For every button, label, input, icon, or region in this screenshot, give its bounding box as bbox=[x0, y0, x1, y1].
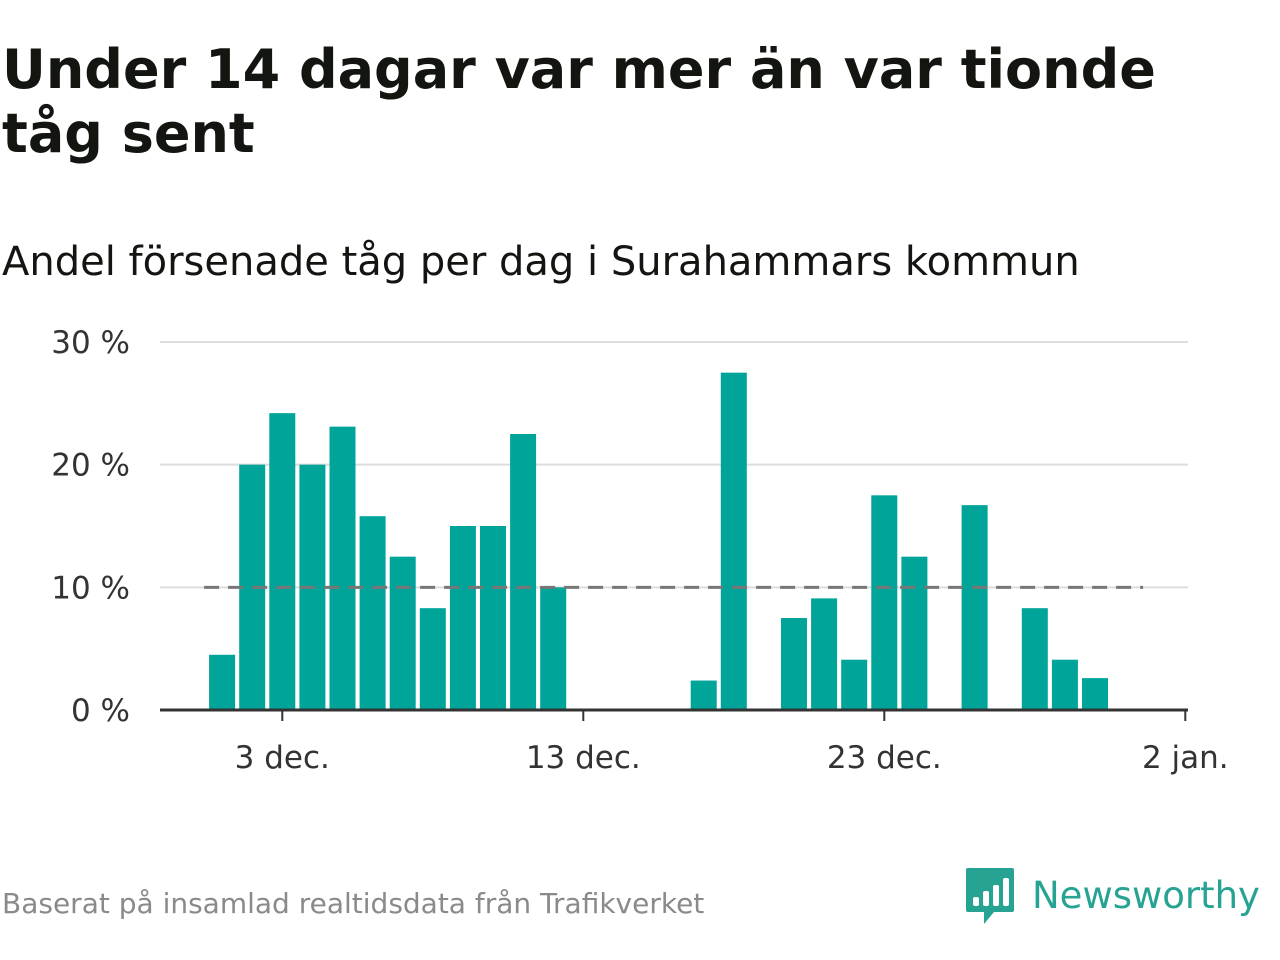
chart-subtitle: Andel försenade tåg per dag i Surahammar… bbox=[2, 239, 1080, 285]
x-tick-label: 3 dec. bbox=[235, 740, 330, 776]
bar bbox=[389, 556, 416, 710]
chart-title: Under 14 dagar var mer än var tionde tåg… bbox=[2, 38, 1156, 165]
bar bbox=[841, 659, 868, 710]
newsworthy-chart-bubble-icon bbox=[966, 868, 1014, 924]
bar bbox=[1082, 678, 1108, 710]
bar bbox=[510, 434, 537, 710]
bar-chart: 0 % 10 % 20 % 30 % 3 dec. 13 dec. 23 dec. 2 ja… bbox=[51, 325, 1229, 776]
bar bbox=[1021, 608, 1048, 710]
bar bbox=[871, 495, 898, 710]
x-tick-label: 23 dec. bbox=[827, 740, 942, 776]
bar bbox=[269, 413, 296, 710]
x-tick-label: 13 dec. bbox=[526, 740, 641, 776]
bar bbox=[449, 526, 476, 710]
bar bbox=[901, 556, 928, 710]
bar bbox=[480, 526, 506, 710]
bar bbox=[1051, 659, 1078, 710]
x-axis bbox=[160, 708, 1188, 721]
bar bbox=[359, 516, 386, 710]
bar bbox=[540, 587, 567, 710]
bar bbox=[961, 505, 988, 710]
bar bbox=[329, 426, 356, 710]
bar bbox=[720, 372, 747, 710]
brand-logo: Newsworthy bbox=[964, 866, 1260, 926]
x-tick-label: 2 jan. bbox=[1142, 740, 1229, 776]
y-tick-label: 10 % bbox=[51, 570, 130, 606]
bar bbox=[690, 680, 717, 710]
y-tick-label: 0 % bbox=[71, 693, 130, 729]
y-axis-tick-labels: 0 % 10 % 20 % 30 % bbox=[51, 325, 130, 729]
bar bbox=[419, 608, 446, 710]
bar bbox=[209, 654, 236, 710]
brand-name: Newsworthy bbox=[1032, 874, 1260, 917]
y-tick-label: 30 % bbox=[51, 325, 130, 361]
x-axis-tick-labels: 3 dec. 13 dec. 23 dec. 2 jan. bbox=[235, 740, 1229, 776]
source-note: Baserat på insamlad realtidsdata från Tr… bbox=[2, 887, 705, 920]
bar bbox=[811, 598, 838, 710]
bars bbox=[209, 372, 1108, 710]
y-tick-label: 20 % bbox=[51, 448, 130, 484]
bar bbox=[781, 618, 807, 710]
